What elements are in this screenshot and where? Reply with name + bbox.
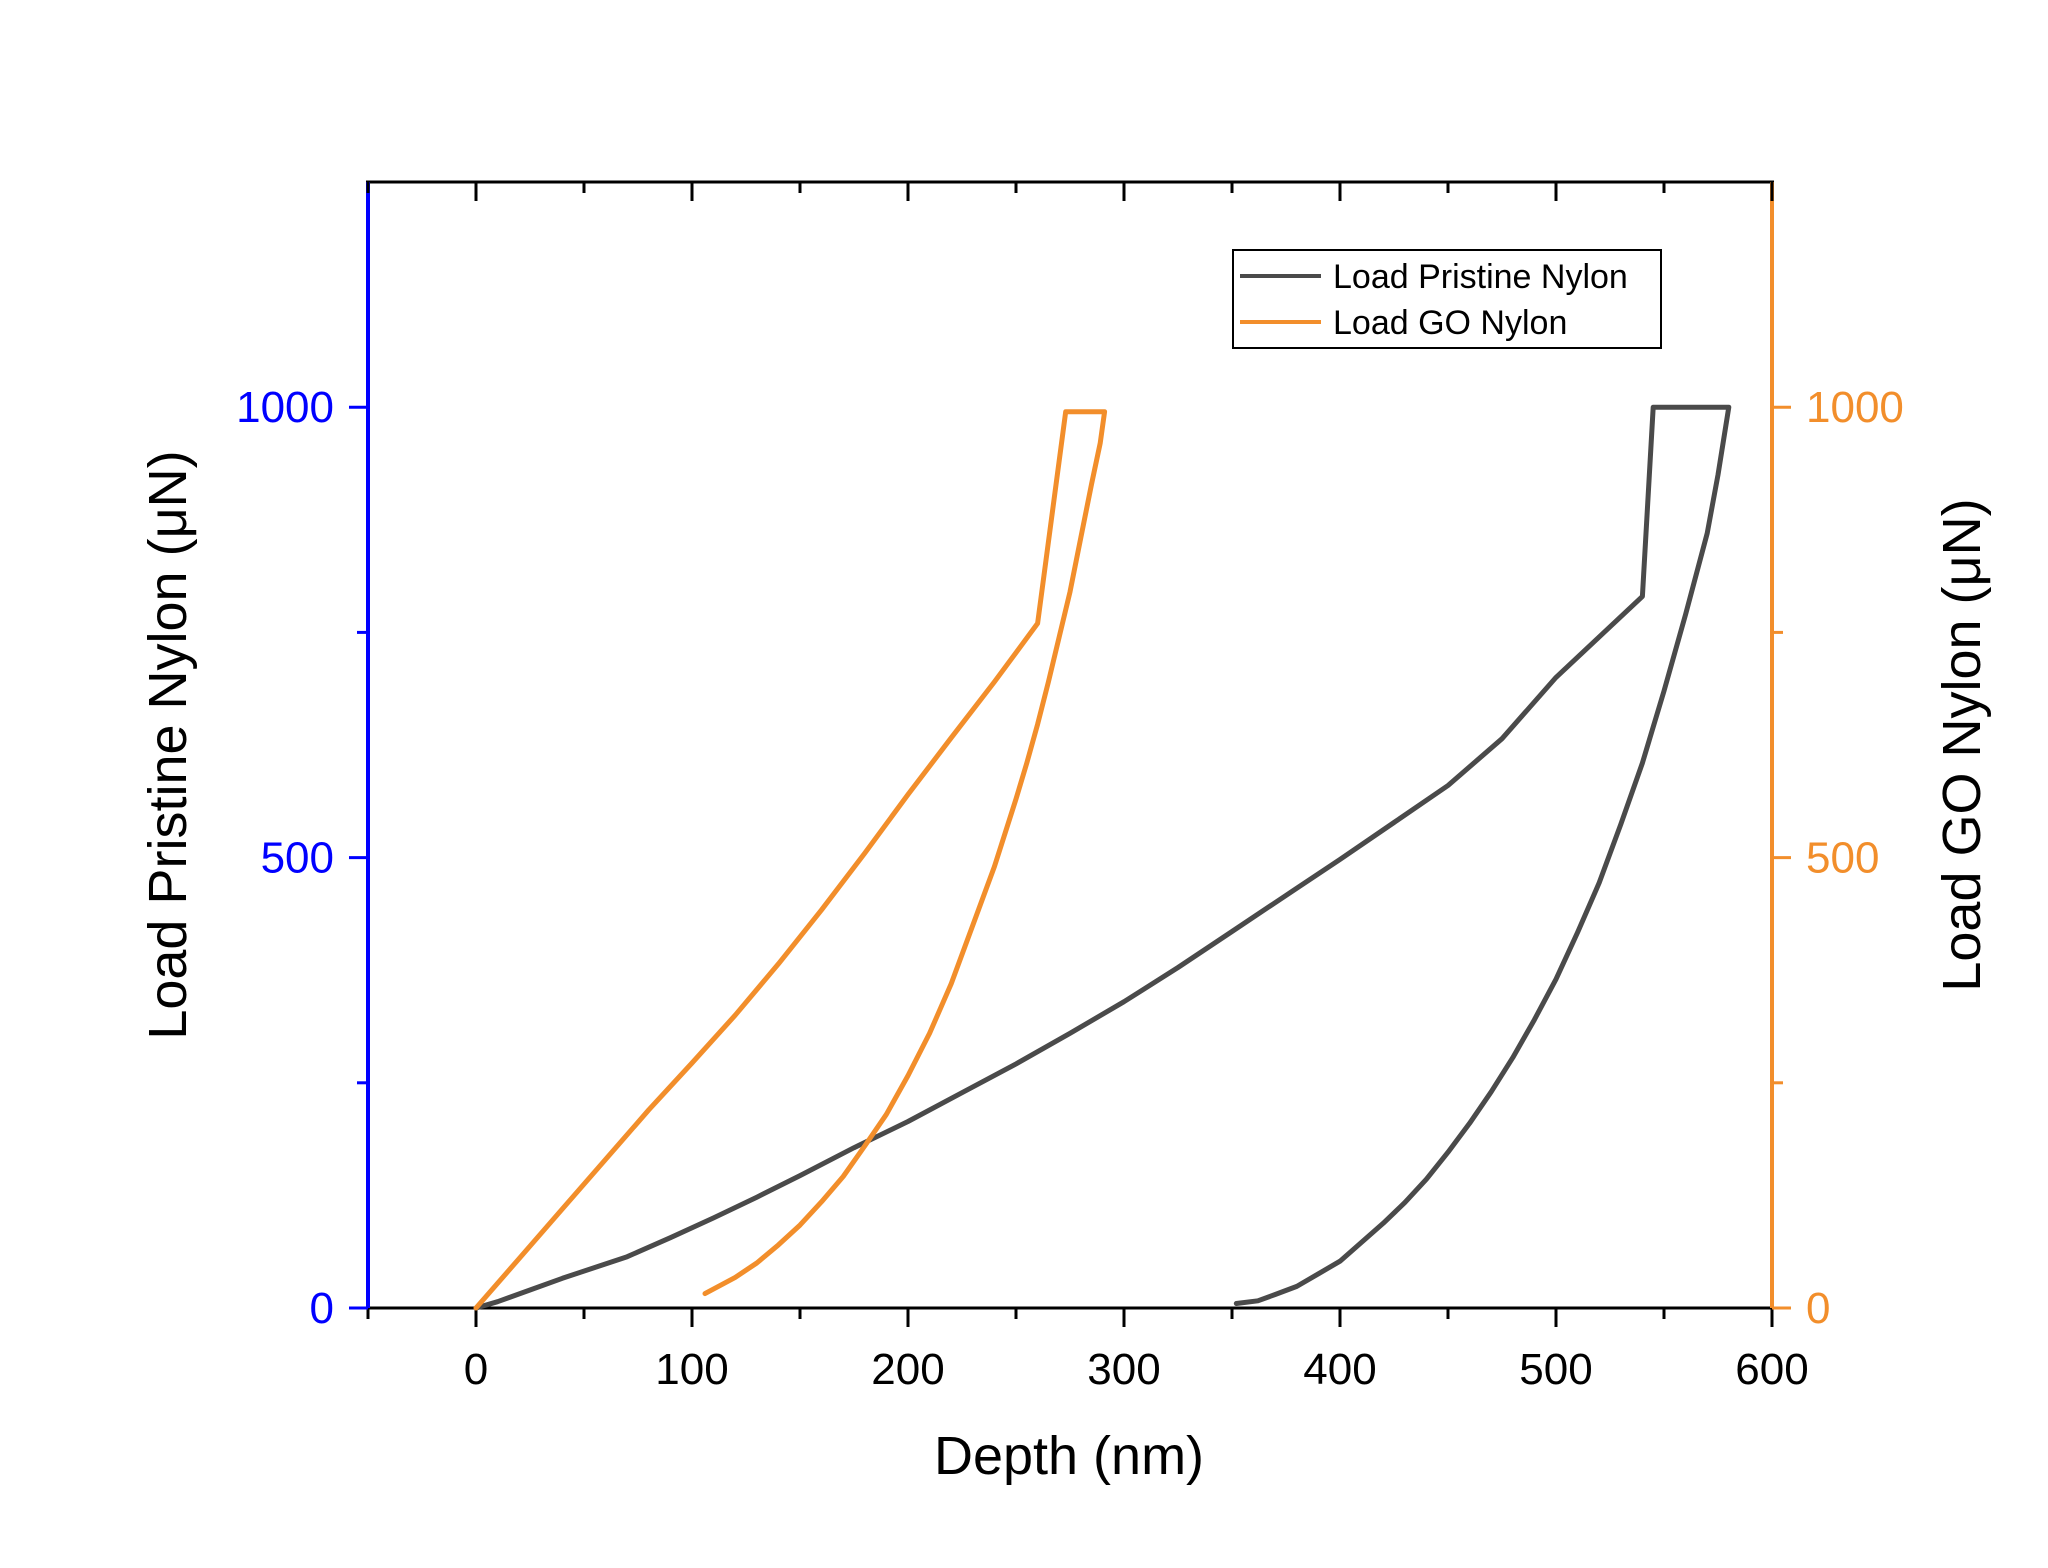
x-tick-label: 400: [1303, 1345, 1376, 1394]
x-tick-label: 600: [1735, 1345, 1808, 1394]
right-y-tick-label: 1000: [1806, 383, 1904, 432]
legend-label-pristine: Load Pristine Nylon: [1333, 258, 1628, 296]
x-tick-label: 0: [464, 1345, 488, 1394]
left-y-tick-label: 1000: [236, 383, 334, 432]
left-y-axis-title: Load Pristine Nylon (μN): [138, 450, 198, 1039]
x-axis-title: Depth (nm): [934, 1426, 1204, 1486]
x-tick-label: 300: [1087, 1345, 1160, 1394]
legend-box: [1232, 249, 1662, 349]
series-line-go: [473, 409, 1108, 1311]
left-y-tick-label: 0: [310, 1284, 334, 1333]
x-tick-label: 200: [871, 1345, 944, 1394]
legend: Load Pristine Nylon Load GO Nylon: [1232, 249, 1662, 349]
right-y-tick-label: 0: [1806, 1284, 1830, 1333]
right-y-tick-label: 500: [1806, 834, 1879, 883]
x-tick-label: 500: [1519, 1345, 1592, 1394]
right-y-axis-title: Load GO Nylon (μN): [1932, 498, 1992, 991]
left-y-tick-label: 500: [261, 834, 334, 883]
series-layer: [473, 404, 1732, 1311]
y-axis-ticks: 0 0 500 500 1000 1000: [236, 383, 1904, 1333]
x-tick-label: 100: [655, 1345, 728, 1394]
legend-label-go: Load GO Nylon: [1333, 304, 1567, 342]
series-line-pristine: [473, 404, 1732, 1311]
x-axis-ticks: 0 100 200 300 400 500 600: [366, 182, 1809, 1394]
